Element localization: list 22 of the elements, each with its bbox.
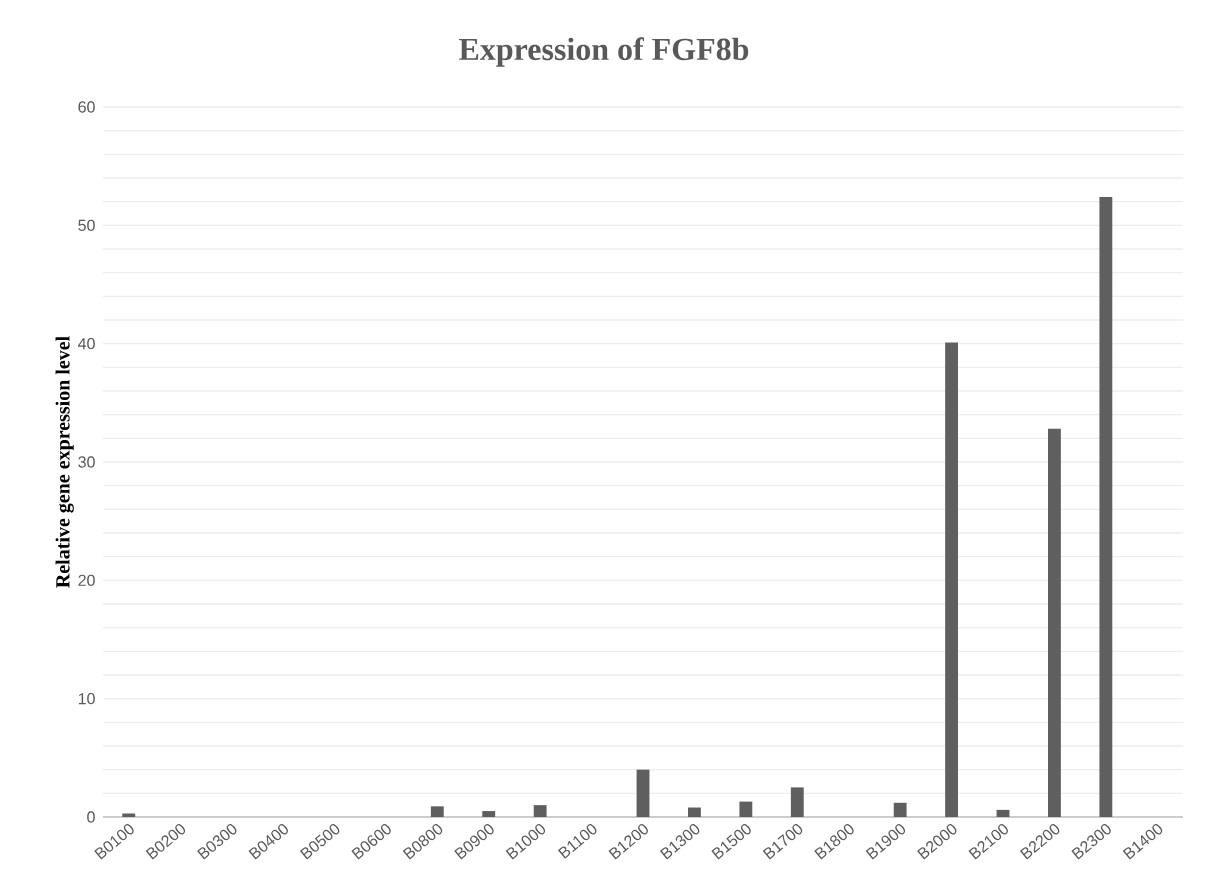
bar [482, 811, 496, 817]
bar [533, 805, 547, 817]
y-tick-label: 40 [78, 338, 95, 350]
y-tick-label: 30 [78, 456, 95, 468]
bar [1099, 196, 1113, 817]
bar [893, 802, 907, 817]
y-tick-label: 0 [87, 811, 95, 823]
bar [945, 342, 959, 817]
bar [739, 801, 753, 817]
y-axis-title: Relative gene expression level [55, 336, 74, 588]
bar [996, 809, 1010, 817]
y-tick-label: 20 [78, 574, 95, 586]
y-tick-label: 10 [78, 692, 95, 705]
bar [790, 787, 804, 817]
bar [1048, 428, 1061, 817]
y-tick-label: 60 [78, 101, 95, 113]
bar [122, 813, 136, 817]
bar [636, 769, 650, 817]
y-tick-label: 50 [78, 219, 95, 231]
bar [430, 806, 444, 817]
chart-title: Expression of FGF8b [459, 37, 749, 67]
bar [688, 807, 701, 817]
